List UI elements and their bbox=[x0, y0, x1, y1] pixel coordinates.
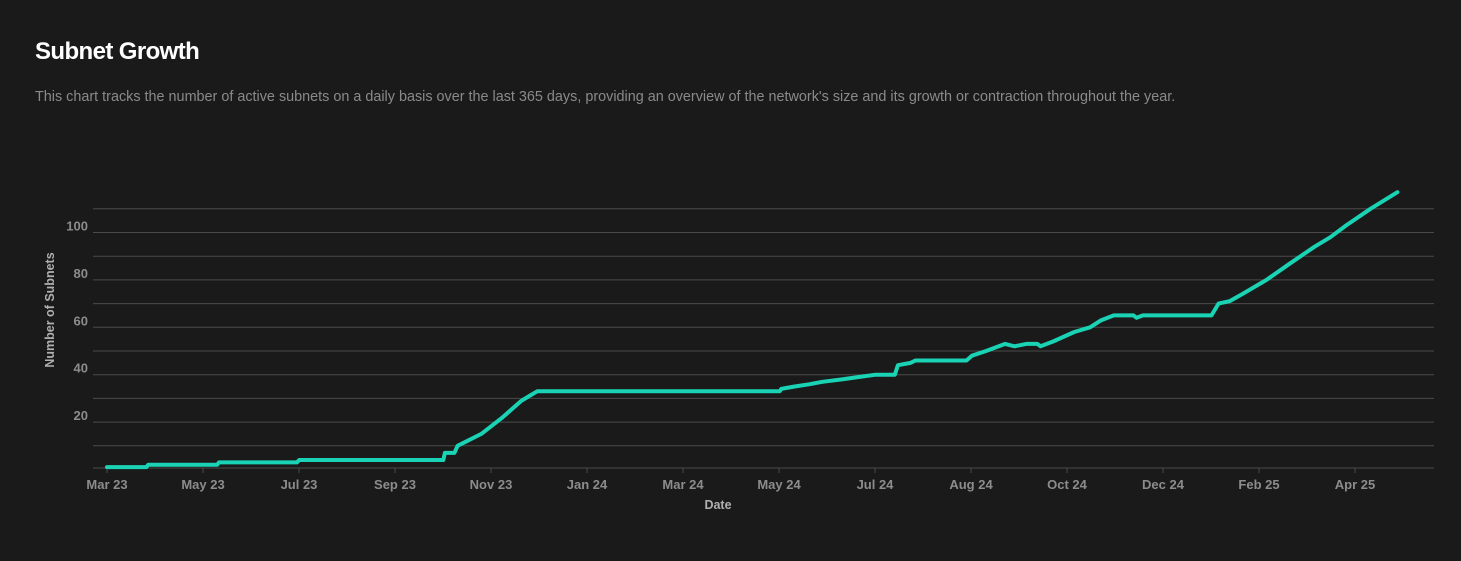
y-axis-ticks: 20 40 60 80 100 bbox=[66, 219, 88, 424]
y-tick-label: 20 bbox=[74, 408, 88, 423]
x-tick-label: Apr 25 bbox=[1335, 477, 1375, 492]
y-axis-title: Number of Subnets bbox=[43, 252, 57, 367]
x-tick-label: May 24 bbox=[757, 477, 801, 492]
x-tick-label: May 23 bbox=[181, 477, 224, 492]
series-line bbox=[105, 190, 1400, 470]
x-tick-label: Aug 24 bbox=[949, 477, 993, 492]
y-tick-label: 60 bbox=[74, 313, 88, 328]
x-tick-label: Mar 23 bbox=[86, 477, 127, 492]
y-tick-label: 100 bbox=[66, 219, 88, 234]
x-tick-label: Jul 23 bbox=[281, 477, 318, 492]
x-tick-label: Dec 24 bbox=[1142, 477, 1185, 492]
x-tick-label: Jul 24 bbox=[857, 477, 895, 492]
y-tick-label: 40 bbox=[74, 361, 88, 376]
x-tick-label: Oct 24 bbox=[1047, 477, 1088, 492]
x-tick-label: Nov 23 bbox=[470, 477, 513, 492]
x-tick-label: Feb 25 bbox=[1238, 477, 1279, 492]
chart-description: This chart tracks the number of active s… bbox=[35, 89, 1176, 105]
y-tick-label: 80 bbox=[74, 266, 88, 281]
x-tick-label: Jan 24 bbox=[567, 477, 608, 492]
x-tick-label: Mar 24 bbox=[662, 477, 704, 492]
x-axis-ticks: Mar 23 May 23 Jul 23 Sep 23 Nov 23 Jan 24 Mar … bbox=[86, 468, 1375, 492]
x-tick-label: Sep 23 bbox=[374, 477, 416, 492]
grid-lines bbox=[93, 208, 1434, 469]
chart-title: Subnet Growth bbox=[35, 38, 200, 65]
x-axis-title: Date bbox=[704, 498, 731, 512]
